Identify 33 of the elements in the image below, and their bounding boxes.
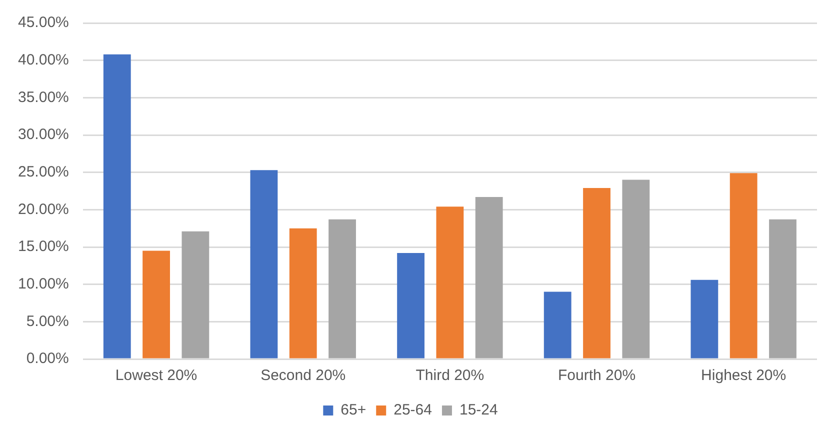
y-tick-label: 15.00% — [18, 238, 69, 256]
x-tick-label: Third 20% — [416, 367, 484, 384]
x-tick-label: Lowest 20% — [115, 367, 198, 384]
bar — [103, 54, 131, 358]
y-tick-label: 30.00% — [18, 126, 69, 144]
bar — [544, 292, 572, 358]
bar — [142, 250, 170, 358]
legend-label: 25-64 — [394, 402, 432, 419]
legend-label: 65+ — [340, 402, 366, 419]
x-tick-label: Second 20% — [260, 367, 346, 384]
bar — [289, 228, 317, 358]
bar — [769, 219, 796, 358]
legend-label: 15-24 — [459, 402, 498, 419]
bar — [475, 196, 503, 358]
y-tick-label: 10.00% — [18, 275, 69, 292]
x-tick-label: Highest 20% — [701, 367, 786, 384]
bar — [436, 206, 464, 358]
bar — [397, 252, 424, 358]
y-tick-label: 45.00% — [18, 14, 69, 32]
bar — [690, 280, 718, 358]
y-tick-label: 25.00% — [18, 163, 69, 180]
bar — [583, 188, 610, 358]
x-tick-label: Fourth 20% — [558, 367, 636, 384]
bar — [182, 231, 210, 358]
y-tick-label: 20.00% — [18, 200, 69, 218]
y-tick-label: 35.00% — [18, 88, 69, 106]
y-tick-label: 5.00% — [26, 312, 69, 330]
bar — [250, 170, 278, 358]
y-tick-label: 0.00% — [26, 350, 69, 368]
y-tick-label: 40.00% — [18, 51, 69, 68]
bar — [730, 173, 758, 358]
bar — [622, 180, 650, 358]
bar — [328, 219, 356, 358]
